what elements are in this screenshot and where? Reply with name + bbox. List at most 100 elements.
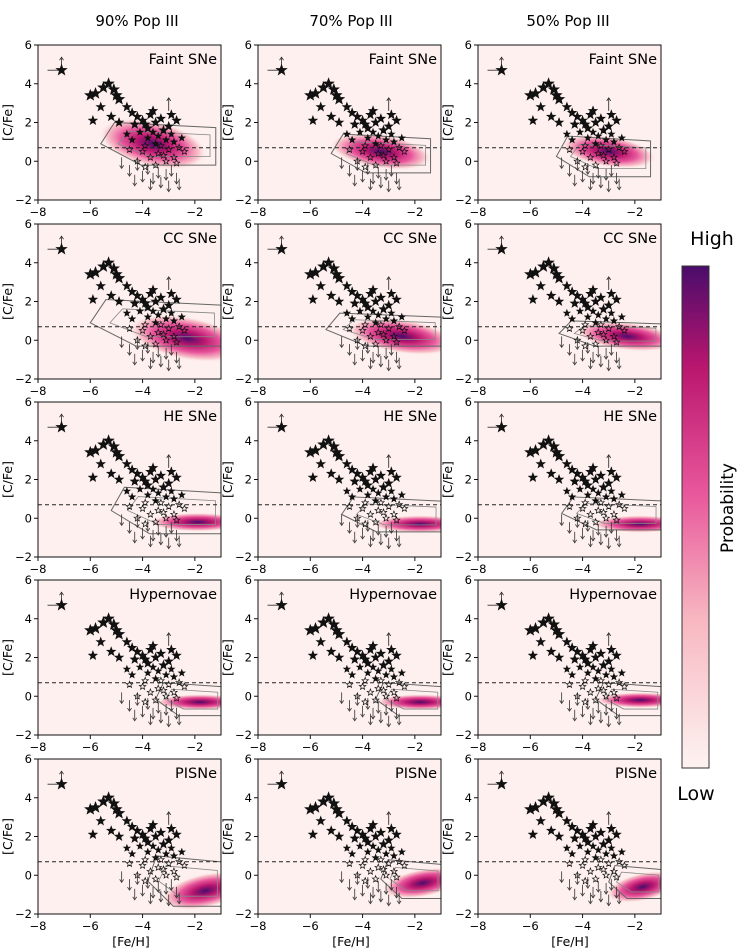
y-axis-label: [C/Fe]	[440, 104, 455, 141]
observed-star	[552, 271, 566, 284]
upper-limit-arrowhead	[559, 879, 564, 884]
observed-star	[159, 686, 168, 694]
observed-star	[368, 841, 378, 850]
observed-star	[397, 847, 406, 856]
observed-star	[322, 612, 335, 625]
observed-star	[579, 832, 591, 843]
y-tick-label: 4	[245, 434, 252, 448]
observed-star	[363, 668, 372, 677]
observed-star	[95, 101, 106, 112]
observed-star	[529, 800, 542, 813]
upper-limit-arrowhead	[388, 529, 394, 534]
upper-limit-arrowhead	[148, 721, 153, 726]
observed-star	[349, 832, 360, 843]
observed-star	[341, 815, 353, 826]
observed-star	[325, 646, 337, 657]
observed-star	[156, 320, 166, 329]
outer-contour	[375, 682, 441, 717]
upper-limit-arrowhead	[174, 715, 179, 720]
panel-1-2: −8 −6 −4 −2 −2 0 2 4 6 [C/Fe] Faint SNe	[220, 38, 442, 219]
upper-limit-arrowhead	[595, 709, 601, 714]
upper-limit-arrowhead	[166, 902, 172, 907]
upper-limit-arrowhead	[176, 900, 182, 905]
observed-star	[580, 141, 590, 150]
observed-star	[607, 308, 616, 317]
observed-star	[169, 152, 179, 161]
upper-limit-arrowhead	[135, 881, 140, 886]
y-tick-label: 6	[465, 38, 472, 52]
upper-limit-arrowhead	[176, 186, 182, 191]
observed-star	[580, 855, 590, 864]
observed-star	[371, 674, 380, 683]
observed-star	[129, 118, 140, 129]
observed-star	[140, 697, 150, 706]
upper-limit-arrowhead	[360, 535, 365, 540]
upper-limit-arrowhead	[163, 711, 169, 716]
y-tick-label: 0	[245, 511, 252, 525]
upper-limit-arrowhead	[559, 700, 564, 705]
observed-star	[579, 653, 591, 664]
x-tick-label: −2	[626, 562, 643, 576]
observed-star	[389, 851, 399, 860]
observed-star	[140, 341, 150, 350]
observed-star	[371, 318, 380, 327]
observed-star	[609, 866, 619, 875]
observed-star	[151, 853, 160, 862]
observed-star	[275, 242, 288, 255]
observed-star	[400, 682, 409, 691]
upper-limit-arrowhead	[394, 537, 399, 542]
x-tick-label: −8	[250, 384, 267, 398]
observed-star	[391, 472, 402, 483]
observed-star	[169, 331, 179, 340]
observed-star	[612, 872, 621, 881]
observed-star	[371, 496, 380, 505]
observed-star	[562, 843, 572, 852]
observed-star	[586, 331, 595, 340]
y-tick-label: 2	[465, 473, 472, 487]
upper-limit-arrowhead	[603, 533, 609, 538]
observed-star	[147, 284, 159, 295]
y-tick-label: −2	[15, 193, 32, 207]
observed-star	[148, 127, 158, 136]
upper-limit-arrowhead	[580, 178, 585, 183]
upper-limit-arrowhead	[365, 884, 371, 889]
upper-limit-arrowhead	[375, 531, 381, 536]
observed-star	[309, 621, 322, 634]
observed-star	[572, 825, 583, 836]
observed-star	[383, 477, 394, 488]
x-tick-label: −2	[626, 740, 643, 754]
observed-star	[159, 330, 168, 338]
upper-limit-arrowhead	[132, 182, 138, 187]
observed-star	[617, 668, 626, 677]
observed-star	[542, 256, 555, 269]
observed-star	[325, 825, 337, 836]
y-tick-label: 2	[25, 473, 32, 487]
observed-star	[582, 479, 594, 490]
observed-star	[163, 299, 174, 310]
upper-limit-arrowhead	[155, 709, 161, 714]
observed-star	[379, 330, 388, 338]
observed-star	[132, 111, 143, 122]
observed-star	[573, 156, 582, 165]
observed-star	[105, 111, 117, 122]
upper-limit-arrowhead	[132, 361, 138, 366]
observed-star	[595, 292, 607, 303]
upper-limit-arrowhead	[567, 529, 572, 534]
lower-limit-arrowhead	[386, 454, 392, 459]
observed-star	[87, 650, 99, 661]
observed-star	[138, 504, 147, 513]
observed-star	[105, 825, 117, 836]
observed-star	[529, 621, 542, 634]
x-tick-label: −2	[186, 205, 203, 219]
observed-star	[138, 147, 147, 156]
upper-limit-arrowhead	[148, 186, 153, 191]
observed-star	[352, 646, 363, 657]
upper-limit-arrowhead	[158, 541, 164, 546]
observed-star	[594, 845, 603, 854]
observed-star	[562, 664, 572, 673]
lower-limit-arrowhead	[279, 235, 284, 240]
observed-star	[565, 859, 574, 868]
upper-limit-arrowhead	[388, 707, 394, 712]
upper-limit-arrowhead	[614, 180, 619, 185]
